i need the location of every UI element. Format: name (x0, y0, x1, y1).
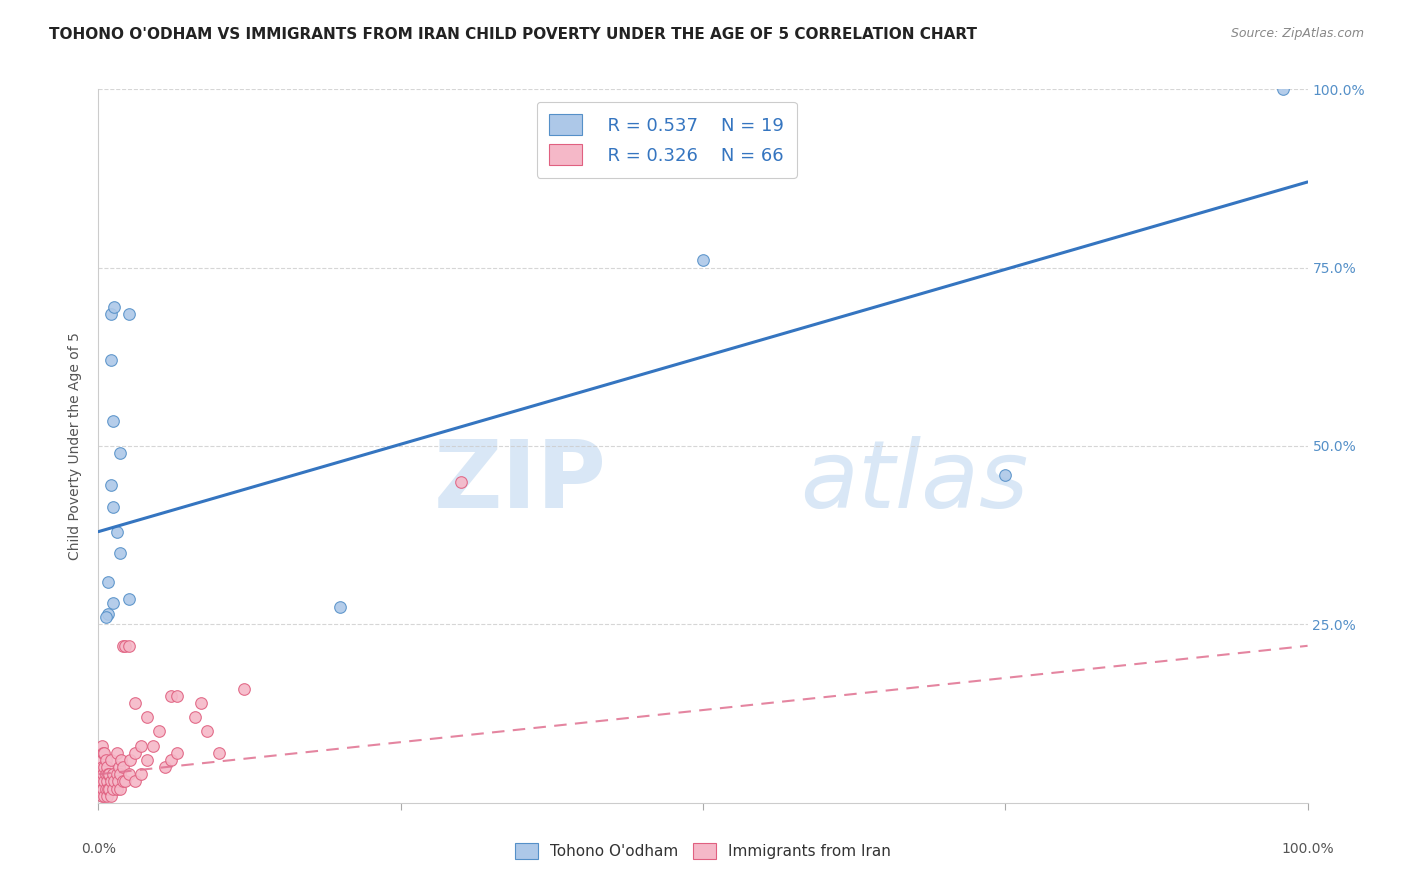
Text: atlas: atlas (800, 436, 1028, 527)
Point (111, 639, 134, 653)
Point (110, 753, 132, 767)
Point (91, 760, 114, 774)
Point (100, 307, 122, 321)
Text: Source: ZipAtlas.com: Source: ZipAtlas.com (1230, 27, 1364, 40)
Point (101, 781, 124, 796)
Point (108, 781, 131, 796)
Point (135, 710, 157, 724)
Point (103, 774, 125, 789)
Point (135, 753, 157, 767)
Point (232, 681, 254, 696)
Point (148, 724, 170, 739)
Point (118, 753, 141, 767)
Point (101, 414, 124, 428)
Point (96, 789, 118, 803)
Point (105, 767, 128, 781)
Point (118, 307, 141, 321)
Point (994, 467, 1017, 482)
Point (124, 774, 146, 789)
Point (94, 767, 117, 781)
Point (91, 739, 114, 753)
Point (94, 753, 117, 767)
Point (450, 475, 472, 489)
Point (118, 592, 141, 607)
Point (93, 789, 115, 803)
Point (101, 767, 124, 781)
Point (129, 739, 152, 753)
Point (142, 739, 165, 753)
Point (91, 774, 114, 789)
Point (184, 710, 207, 724)
Point (692, 253, 714, 268)
Point (90, 753, 112, 767)
Point (153, 760, 176, 774)
Text: 0.0%: 0.0% (82, 842, 115, 855)
Point (93, 746, 115, 760)
Point (97, 574, 120, 589)
Point (100, 478, 122, 492)
Point (91, 767, 114, 781)
Point (108, 546, 131, 560)
Point (118, 767, 141, 781)
Legend: Tohono O'odham, Immigrants from Iran: Tohono O'odham, Immigrants from Iran (508, 835, 898, 866)
Point (98, 767, 121, 781)
Point (208, 746, 231, 760)
Point (111, 774, 134, 789)
Text: ZIP: ZIP (433, 435, 606, 528)
Y-axis label: Child Poverty Under the Age of 5: Child Poverty Under the Age of 5 (69, 332, 83, 560)
Point (91, 781, 114, 796)
Point (105, 746, 128, 760)
Point (124, 746, 146, 760)
Point (93, 760, 115, 774)
Point (329, 599, 352, 614)
Point (108, 446, 131, 460)
Point (105, 524, 128, 539)
Point (96, 774, 118, 789)
Point (97, 607, 120, 621)
Text: TOHONO O'ODHAM VS IMMIGRANTS FROM IRAN CHILD POVERTY UNDER THE AGE OF 5 CORRELAT: TOHONO O'ODHAM VS IMMIGRANTS FROM IRAN C… (49, 27, 977, 42)
Point (114, 639, 136, 653)
Point (108, 760, 131, 774)
Point (105, 781, 128, 796)
Point (97, 781, 120, 796)
Point (101, 500, 124, 514)
Point (160, 689, 183, 703)
Point (124, 696, 146, 710)
Point (100, 353, 122, 368)
Point (166, 689, 188, 703)
Point (166, 746, 188, 760)
Point (160, 753, 183, 767)
Point (108, 767, 131, 781)
Point (90, 781, 112, 796)
Point (190, 696, 212, 710)
Point (111, 760, 134, 774)
Point (103, 300, 125, 314)
Point (118, 639, 141, 653)
Point (114, 774, 136, 789)
Point (94, 781, 117, 796)
Point (90, 767, 112, 781)
Point (91, 789, 114, 803)
Point (107, 774, 129, 789)
Point (101, 596, 124, 610)
Point (129, 767, 152, 781)
Text: 100.0%: 100.0% (1281, 842, 1334, 855)
Point (97, 767, 120, 781)
Point (1272, 82, 1295, 96)
Point (100, 789, 122, 803)
Point (94, 610, 117, 624)
Point (91, 746, 114, 760)
Point (100, 774, 122, 789)
Point (93, 774, 115, 789)
Point (100, 753, 122, 767)
Point (96, 760, 118, 774)
Point (98, 781, 121, 796)
Point (195, 724, 218, 739)
